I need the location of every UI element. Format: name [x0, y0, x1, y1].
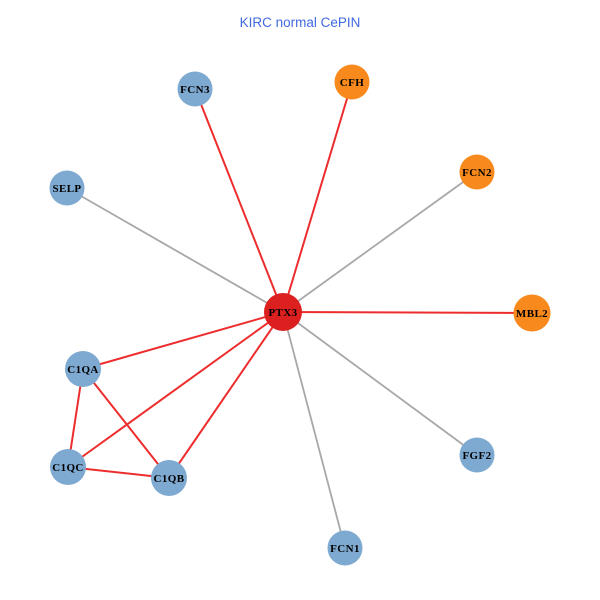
edge-PTX3-FCN1	[282, 311, 346, 549]
node-PTX3	[264, 293, 302, 331]
node-label-SELP: SELP	[52, 183, 81, 195]
node-label-C1QB: C1QB	[154, 473, 185, 485]
node-FCN3	[177, 71, 213, 107]
figure-title: KIRC normal CePIN	[240, 15, 361, 30]
node-label-C1QA: C1QA	[67, 364, 99, 376]
edge-PTX3-SELP	[66, 187, 284, 313]
node-label-C1QC: C1QC	[52, 462, 84, 474]
node-label-FCN2: FCN2	[462, 167, 492, 179]
edge-C1QA-C1QB	[82, 368, 170, 479]
edge-PTX3-C1QA	[82, 311, 284, 370]
node-label-CFH: CFH	[340, 77, 364, 89]
edge-PTX3-FGF2	[282, 311, 478, 456]
node-FCN1	[327, 530, 363, 566]
edge-PTX3-C1QC	[67, 311, 284, 468]
edge-PTX3-MBL2	[282, 311, 533, 314]
node-SELP	[49, 170, 85, 206]
edge-PTX3-FCN3	[194, 88, 284, 313]
edge-layer	[66, 81, 533, 549]
node-label-MBL2: MBL2	[516, 308, 548, 320]
node-FCN2	[459, 154, 495, 190]
node-MBL2	[513, 294, 551, 332]
node-label-FGF2: FGF2	[462, 450, 491, 462]
edge-PTX3-CFH	[282, 81, 353, 313]
node-C1QB	[151, 460, 187, 496]
node-C1QA	[65, 351, 101, 387]
node-C1QC	[50, 449, 86, 485]
edge-PTX3-FCN2	[282, 171, 478, 313]
node-label-FCN3: FCN3	[180, 84, 210, 96]
node-FGF2	[459, 437, 495, 473]
edge-PTX3-C1QB	[168, 311, 284, 479]
node-CFH	[334, 64, 370, 100]
node-layer: PTX3 FCN3 CFH SELP FCN2 MBL2 C1QA C1QC C1QB FGF2 F…	[49, 64, 551, 566]
node-label-PTX3: PTX3	[268, 307, 297, 319]
node-label-FCN1: FCN1	[330, 543, 360, 555]
